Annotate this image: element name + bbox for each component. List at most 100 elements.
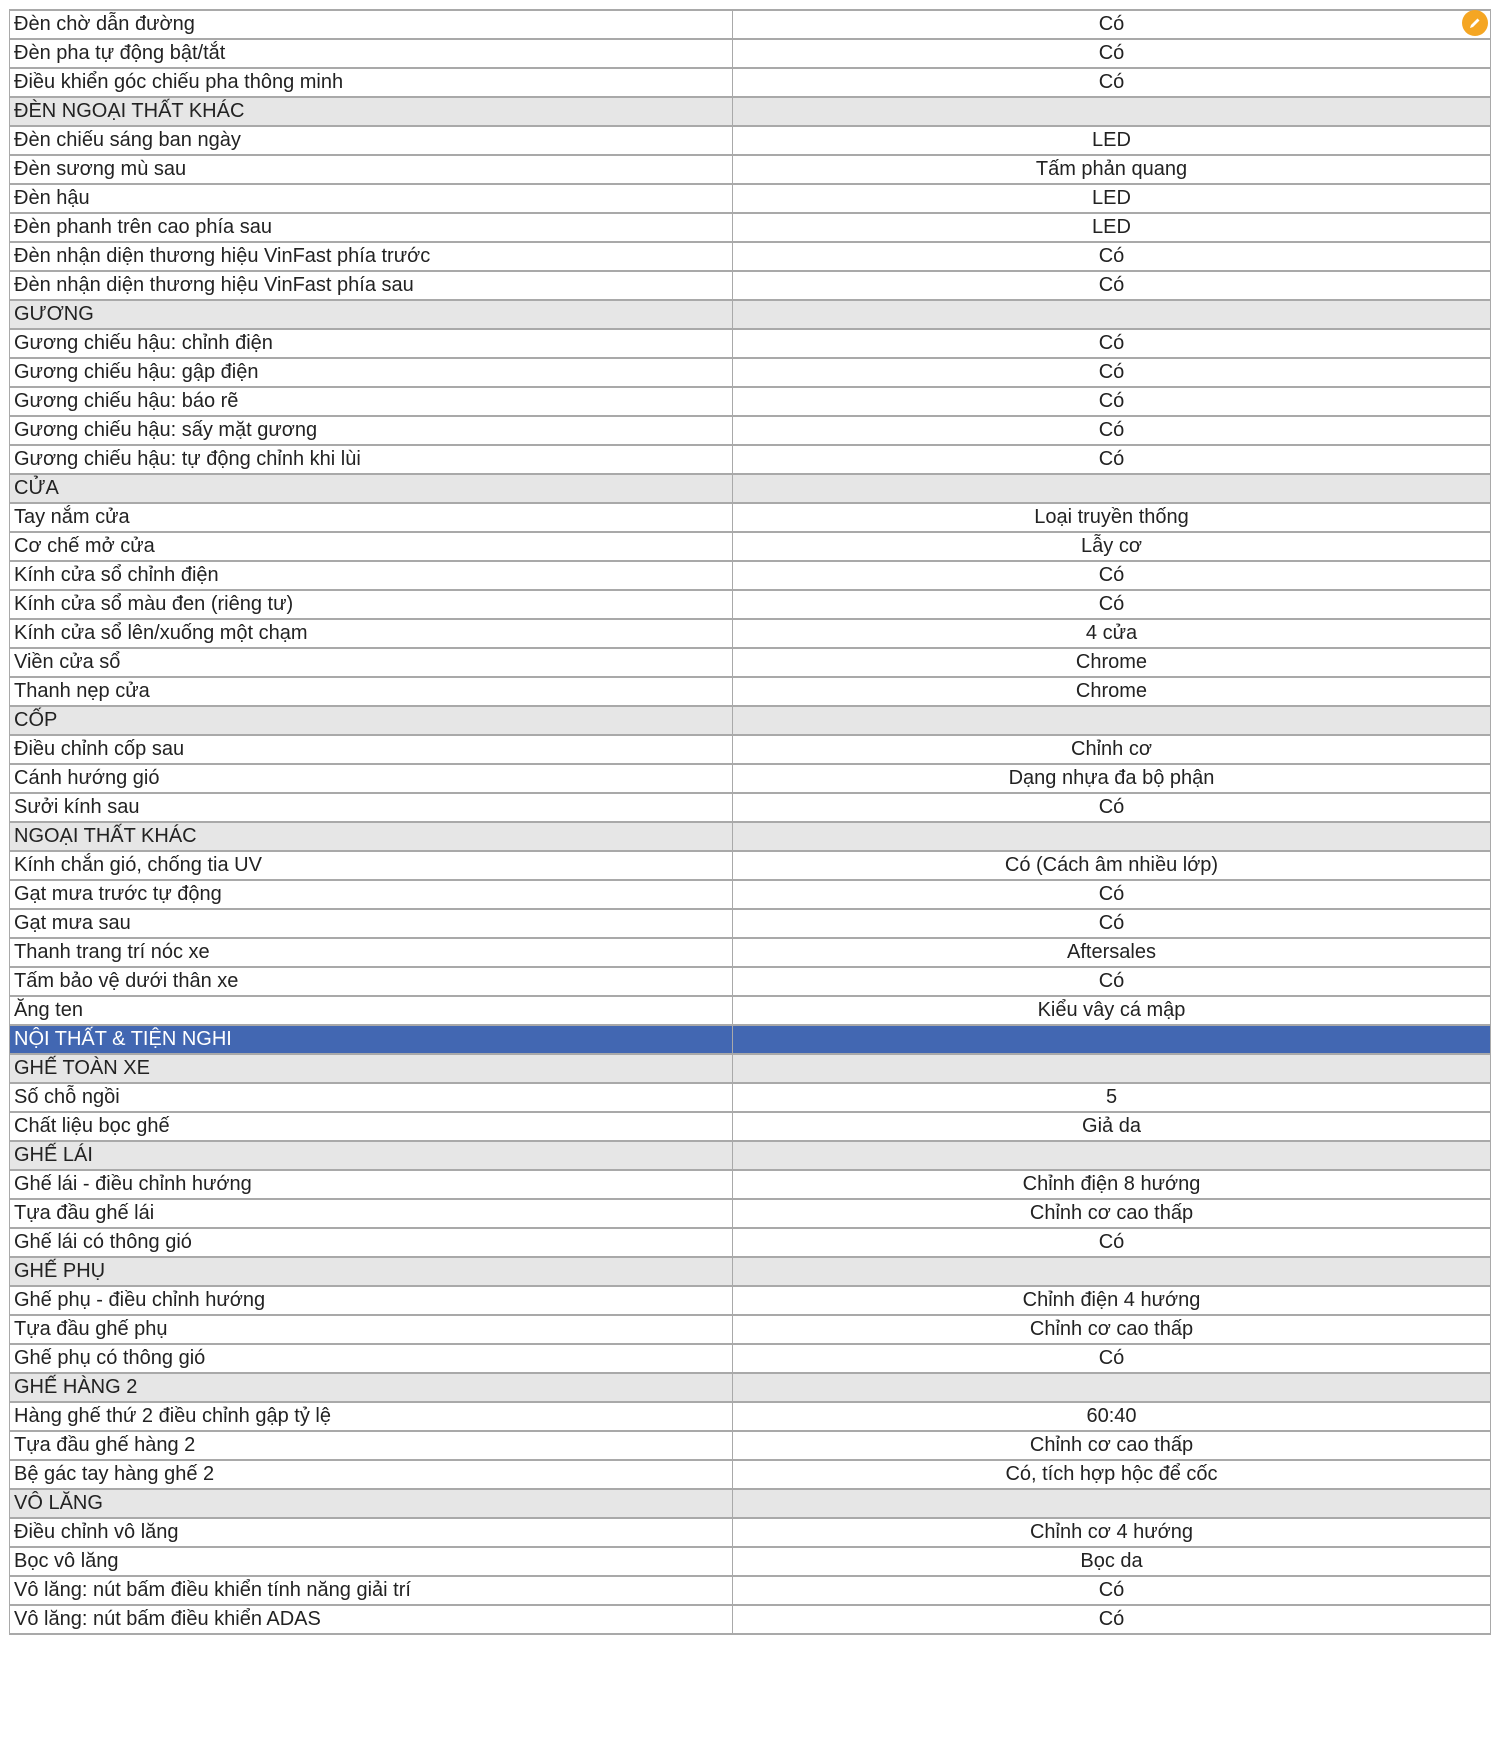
section-header-row: ĐÈN NGOẠI THẤT KHÁC	[9, 96, 1491, 127]
spec-label: Đèn nhận diện thương hiệu VinFast phía s…	[9, 270, 733, 301]
spec-table-body: Đèn chờ dẫn đường Có Đèn pha tự động bật/t…	[9, 9, 1491, 1635]
spec-value	[732, 1024, 1491, 1055]
spec-label: Viền cửa sổ	[9, 647, 733, 678]
table-row: Ghế lái - điều chỉnh hướng Chỉnh điện 8 h…	[9, 1169, 1491, 1200]
table-row: Chất liệu bọc ghế Giả da	[9, 1111, 1491, 1142]
spec-value: Chrome	[732, 647, 1491, 678]
spec-label: Đèn pha tự động bật/tắt	[9, 38, 733, 69]
table-row: Vô lăng: nút bấm điều khiển ADAS Có	[9, 1604, 1491, 1635]
spec-value: Chrome	[732, 676, 1491, 707]
table-row: Gương chiếu hậu: chỉnh điện Có	[9, 328, 1491, 359]
table-row: Vô lăng: nút bấm điều khiển tính năng gi…	[9, 1575, 1491, 1606]
spec-label: Cánh hướng gió	[9, 763, 733, 794]
table-row: Gương chiếu hậu: gập điện Có	[9, 357, 1491, 388]
spec-value	[732, 1140, 1491, 1171]
spec-value: Có	[732, 38, 1491, 69]
spec-value	[732, 705, 1491, 736]
table-row: Viền cửa sổ Chrome	[9, 647, 1491, 678]
table-row: Đèn nhận diện thương hiệu VinFast phía s…	[9, 270, 1491, 301]
spec-label: Đèn hậu	[9, 183, 733, 214]
section-header-row: GHẾ PHỤ	[9, 1256, 1491, 1287]
table-row: Gương chiếu hậu: tự động chỉnh khi lùi Có	[9, 444, 1491, 475]
table-row: Tựa đầu ghế lái Chỉnh cơ cao thấp	[9, 1198, 1491, 1229]
edit-button[interactable]	[1462, 10, 1488, 36]
spec-value	[732, 96, 1491, 127]
table-row: Gương chiếu hậu: sấy mặt gương Có	[9, 415, 1491, 446]
spec-value: 60:40	[732, 1401, 1491, 1432]
spec-value: Lẫy cơ	[732, 531, 1491, 562]
table-row: Đèn sương mù sau Tấm phản quang	[9, 154, 1491, 185]
table-row: Bệ gác tay hàng ghế 2 Có, tích hợp hộc để…	[9, 1459, 1491, 1490]
spec-label: Điều chỉnh vô lăng	[9, 1517, 733, 1548]
spec-label: Vô lăng: nút bấm điều khiển tính năng gi…	[9, 1575, 733, 1606]
spec-value: LED	[732, 183, 1491, 214]
section-title: GƯƠNG	[9, 299, 733, 330]
spec-label: Gương chiếu hậu: chỉnh điện	[9, 328, 733, 359]
spec-value: Chỉnh cơ cao thấp	[732, 1198, 1491, 1229]
section-header-row: VÔ LĂNG	[9, 1488, 1491, 1519]
section-header-row: GHẾ LÁI	[9, 1140, 1491, 1171]
spec-table: Đèn chờ dẫn đường Có Đèn pha tự động bật/t…	[9, 9, 1491, 1635]
pencil-icon	[1470, 18, 1480, 28]
table-row: Gạt mưa trước tự động Có	[9, 879, 1491, 910]
table-row: Thanh nẹp cửa Chrome	[9, 676, 1491, 707]
section-header-row: NGOẠI THẤT KHÁC	[9, 821, 1491, 852]
spec-label: Tựa đầu ghế lái	[9, 1198, 733, 1229]
table-row: Tay nắm cửa Loại truyền thống	[9, 502, 1491, 533]
spec-label: Sưởi kính sau	[9, 792, 733, 823]
table-row: Kính chắn gió, chống tia UV Có (Cách âm n…	[9, 850, 1491, 881]
table-row: Đèn phanh trên cao phía sau LED	[9, 212, 1491, 243]
spec-label: Gương chiếu hậu: báo rẽ	[9, 386, 733, 417]
table-row: Ăng ten Kiểu vây cá mập	[9, 995, 1491, 1026]
table-row: Tựa đầu ghế phụ Chỉnh cơ cao thấp	[9, 1314, 1491, 1345]
spec-label: Ghế phụ - điều chỉnh hướng	[9, 1285, 733, 1316]
spec-label: Đèn chiếu sáng ban ngày	[9, 125, 733, 156]
table-row: Gạt mưa sau Có	[9, 908, 1491, 939]
spec-value: Có	[732, 792, 1491, 823]
spec-label: Vô lăng: nút bấm điều khiển ADAS	[9, 1604, 733, 1635]
section-title: NỘI THẤT & TIỆN NGHI	[9, 1024, 733, 1055]
section-title: CỬA	[9, 473, 733, 504]
spec-value: Chỉnh điện 8 hướng	[732, 1169, 1491, 1200]
spec-value: Có	[732, 908, 1491, 939]
section-title: VÔ LĂNG	[9, 1488, 733, 1519]
spec-value: Kiểu vây cá mập	[732, 995, 1491, 1026]
spec-value: Có	[732, 270, 1491, 301]
spec-value	[732, 1488, 1491, 1519]
section-title: ĐÈN NGOẠI THẤT KHÁC	[9, 96, 733, 127]
table-row: Tấm bảo vệ dưới thân xe Có	[9, 966, 1491, 997]
spec-value: Có (Cách âm nhiều lớp)	[732, 850, 1491, 881]
table-row: Điều khiển góc chiếu pha thông minh Có	[9, 67, 1491, 98]
spec-value: Có	[732, 241, 1491, 272]
section-title: GHẾ LÁI	[9, 1140, 733, 1171]
spec-label: Điều chỉnh cốp sau	[9, 734, 733, 765]
section-title: GHẾ TOÀN XE	[9, 1053, 733, 1084]
spec-value: Chỉnh cơ 4 hướng	[732, 1517, 1491, 1548]
spec-value: Dạng nhựa đa bộ phận	[732, 763, 1491, 794]
table-row: Bọc vô lăng Bọc da	[9, 1546, 1491, 1577]
table-row: Sưởi kính sau Có	[9, 792, 1491, 823]
spec-label: Đèn chờ dẫn đường	[9, 9, 733, 40]
spec-label: Kính cửa sổ lên/xuống một chạm	[9, 618, 733, 649]
section-header-row: GHẾ HÀNG 2	[9, 1372, 1491, 1403]
spec-value: 4 cửa	[732, 618, 1491, 649]
spec-value: Có	[732, 386, 1491, 417]
table-row: Đèn hậu LED	[9, 183, 1491, 214]
spec-value: Có	[732, 357, 1491, 388]
category-header-row: NỘI THẤT & TIỆN NGHI	[9, 1024, 1491, 1055]
section-title: CỐP	[9, 705, 733, 736]
spec-value: Chỉnh điện 4 hướng	[732, 1285, 1491, 1316]
table-row: Cánh hướng gió Dạng nhựa đa bộ phận	[9, 763, 1491, 794]
spec-value: Có	[732, 1343, 1491, 1374]
spec-value: Có, tích hợp hộc để cốc	[732, 1459, 1491, 1490]
table-row: Đèn chờ dẫn đường Có	[9, 9, 1491, 40]
section-title: GHẾ HÀNG 2	[9, 1372, 733, 1403]
spec-value	[732, 821, 1491, 852]
spec-value: Có	[732, 1604, 1491, 1635]
spec-label: Đèn nhận diện thương hiệu VinFast phía t…	[9, 241, 733, 272]
spec-value: Có	[732, 9, 1491, 40]
spec-label: Gương chiếu hậu: sấy mặt gương	[9, 415, 733, 446]
spec-value: Chỉnh cơ cao thấp	[732, 1430, 1491, 1461]
spec-label: Hàng ghế thứ 2 điều chỉnh gập tỷ lệ	[9, 1401, 733, 1432]
spec-label: Thanh nẹp cửa	[9, 676, 733, 707]
